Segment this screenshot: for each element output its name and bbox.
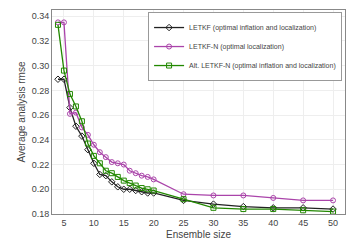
svg-text:LETKF (optimal inflation and l: LETKF (optimal inflation and localizatio…: [189, 24, 316, 32]
svg-text:Ensemble size: Ensemble size: [166, 229, 231, 240]
svg-text:5: 5: [61, 218, 66, 228]
svg-text:0.20: 0.20: [32, 184, 50, 194]
svg-text:0.30: 0.30: [32, 61, 50, 71]
svg-text:50: 50: [328, 218, 338, 228]
svg-text:0.34: 0.34: [32, 11, 50, 21]
svg-text:Alt. LETKF-N (optimal inflatio: Alt. LETKF-N (optimal inflation and loca…: [189, 62, 336, 70]
svg-text:0.22: 0.22: [32, 160, 50, 170]
svg-text:0.24: 0.24: [32, 135, 50, 145]
svg-text:0.26: 0.26: [32, 110, 50, 120]
svg-text:30: 30: [208, 218, 218, 228]
svg-text:15: 15: [119, 218, 129, 228]
svg-text:25: 25: [179, 218, 189, 228]
svg-text:10: 10: [89, 218, 99, 228]
svg-text:Average analysis rmse: Average analysis rmse: [16, 61, 27, 162]
svg-text:45: 45: [298, 218, 308, 228]
svg-text:35: 35: [238, 218, 248, 228]
svg-text:20: 20: [149, 218, 159, 228]
svg-text:0.28: 0.28: [32, 86, 50, 96]
svg-text:0.18: 0.18: [32, 209, 50, 219]
svg-text:LETKF-N (optimal localization): LETKF-N (optimal localization): [189, 43, 284, 51]
svg-text:40: 40: [268, 218, 278, 228]
svg-text:0.32: 0.32: [32, 36, 50, 46]
